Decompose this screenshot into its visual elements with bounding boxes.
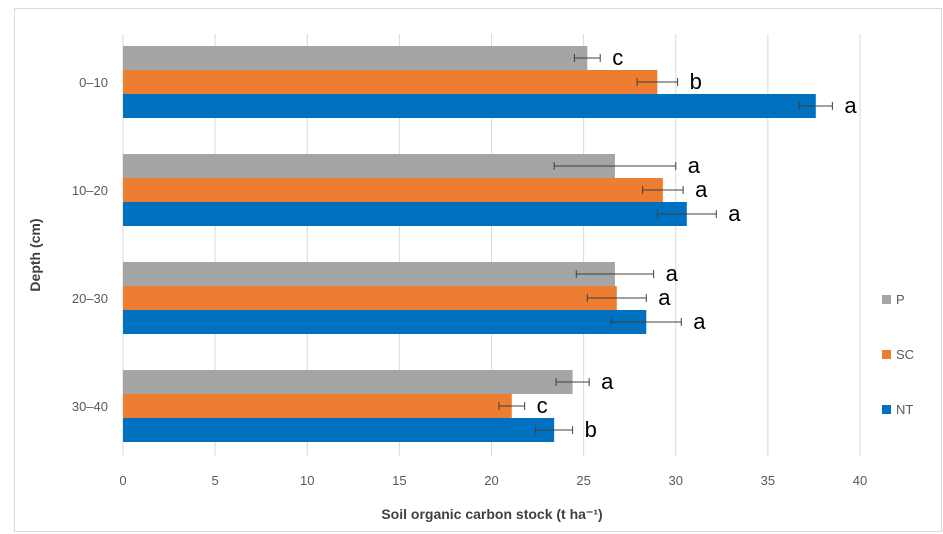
y-tick-labels: 0–10 10–20 20–30 30–40 bbox=[72, 75, 108, 414]
significance-letter: a bbox=[688, 153, 701, 178]
error-bars-group bbox=[498, 54, 833, 434]
error-bar bbox=[586, 294, 647, 302]
legend-label: SC bbox=[896, 347, 914, 362]
legend-item-nt: NT bbox=[882, 402, 913, 417]
x-tick-label: 30 bbox=[669, 473, 683, 488]
x-tick-label: 10 bbox=[300, 473, 314, 488]
x-tick-label: 5 bbox=[212, 473, 219, 488]
legend-label: P bbox=[896, 292, 905, 307]
y-tick-label: 0–10 bbox=[79, 75, 108, 90]
legend-swatch bbox=[882, 405, 891, 414]
bar-nt-1 bbox=[123, 94, 816, 118]
error-bar bbox=[575, 270, 655, 278]
significance-letter: a bbox=[844, 93, 857, 118]
error-bar bbox=[535, 426, 574, 434]
significance-letter: a bbox=[728, 201, 741, 226]
y-tick-label: 20–30 bbox=[72, 291, 108, 306]
significance-letter: a bbox=[693, 309, 706, 334]
error-bar bbox=[642, 186, 684, 194]
error-bar bbox=[636, 78, 679, 86]
bar-sc-2 bbox=[123, 178, 663, 202]
bars-group bbox=[123, 46, 816, 442]
bar-p-3 bbox=[123, 262, 615, 286]
significance-letter: a bbox=[658, 285, 671, 310]
legend-swatch bbox=[882, 295, 891, 304]
x-tick-label: 40 bbox=[853, 473, 867, 488]
x-tick-label: 35 bbox=[761, 473, 775, 488]
bar-sc-4 bbox=[123, 394, 512, 418]
bar-p-1 bbox=[123, 46, 588, 70]
significance-letter: a bbox=[695, 177, 708, 202]
x-tick-label: 25 bbox=[576, 473, 590, 488]
error-bar bbox=[610, 318, 682, 326]
y-axis-title: Depth (cm) bbox=[27, 218, 43, 291]
significance-letter: a bbox=[601, 369, 614, 394]
legend-swatch bbox=[882, 350, 891, 359]
bar-p-2 bbox=[123, 154, 615, 178]
significance-letter: a bbox=[666, 261, 679, 286]
x-tick-label: 0 bbox=[119, 473, 126, 488]
bar-sc-3 bbox=[123, 286, 617, 310]
bar-sc-1 bbox=[123, 70, 658, 94]
significance-letter: c bbox=[537, 393, 548, 418]
significance-letter: b bbox=[690, 69, 702, 94]
legend: P SC NT bbox=[882, 292, 914, 417]
x-tick-labels: 0 5 10 15 20 25 30 35 40 bbox=[119, 473, 867, 488]
x-tick-label: 15 bbox=[392, 473, 406, 488]
error-bar bbox=[498, 402, 526, 410]
bar-nt-3 bbox=[123, 310, 647, 334]
x-axis-title: Soil organic carbon stock (t ha⁻¹) bbox=[381, 506, 602, 522]
legend-item-p: P bbox=[882, 292, 905, 307]
error-bar bbox=[573, 54, 601, 62]
bar-nt-2 bbox=[123, 202, 687, 226]
bar-p-4 bbox=[123, 370, 573, 394]
y-tick-label: 10–20 bbox=[72, 183, 108, 198]
legend-label: NT bbox=[896, 402, 913, 417]
error-bar bbox=[555, 378, 590, 386]
legend-item-sc: SC bbox=[882, 347, 914, 362]
error-bar bbox=[656, 210, 717, 218]
y-tick-label: 30–40 bbox=[72, 399, 108, 414]
error-bar bbox=[798, 102, 833, 110]
bar-nt-4 bbox=[123, 418, 555, 442]
significance-letter: c bbox=[612, 45, 623, 70]
x-tick-label: 20 bbox=[484, 473, 498, 488]
error-bar bbox=[553, 162, 677, 170]
significance-letter: b bbox=[585, 417, 597, 442]
